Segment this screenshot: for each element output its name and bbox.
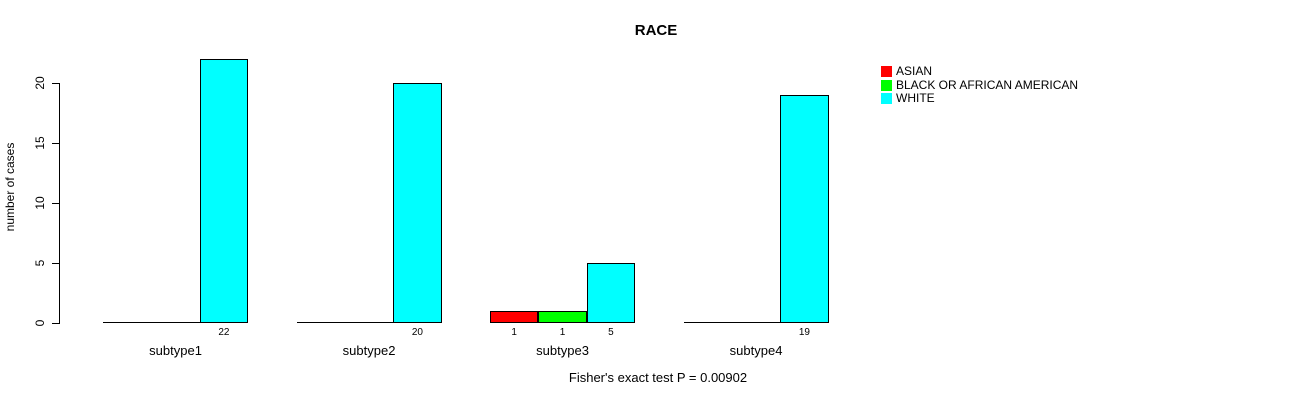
y-axis-label: number of cases (3, 142, 17, 232)
bar-white-subtype4 (780, 95, 829, 323)
legend-item-asian: ASIAN (881, 65, 1078, 79)
bar-value-label: 5 (608, 327, 614, 338)
bar-value-label: 20 (411, 327, 423, 338)
y-tick-label: 0 (33, 319, 47, 327)
y-tick-label: 10 (33, 196, 47, 210)
bar-white-subtype2 (393, 83, 442, 323)
legend-label: BLACK OR AFRICAN AMERICAN (896, 77, 1079, 92)
zero-height-bar-line (151, 322, 200, 323)
category-label-subtype4: subtype4 (729, 343, 783, 358)
zero-height-bar-line (296, 322, 345, 323)
legend-swatch-asian (881, 66, 892, 78)
bar-value-label: 1 (559, 327, 566, 338)
y-tick-mark (52, 323, 59, 324)
caption-fishers-test: Fisher's exact test P = 0.00902 (568, 370, 748, 385)
zero-height-bar-line (683, 322, 732, 323)
zero-height-bar-line (731, 322, 781, 323)
y-tick-label: 15 (33, 136, 47, 150)
legend-swatch-black-or-african-american (881, 79, 892, 91)
y-tick-mark (52, 143, 59, 144)
legend-label: ASIAN (896, 64, 933, 79)
legend-label: WHITE (896, 91, 935, 106)
bar-value-label: 19 (798, 327, 810, 338)
bar-value-label: 22 (218, 327, 230, 338)
zero-height-bar-line (344, 322, 394, 323)
y-tick-mark (52, 203, 59, 204)
bar-asian-subtype3 (490, 311, 539, 323)
bar-black-or-african-american-subtype3 (538, 311, 587, 323)
y-tick-label: 5 (33, 259, 47, 267)
y-axis-line (59, 83, 60, 324)
category-label-subtype2: subtype2 (342, 343, 396, 358)
bar-white-subtype3 (586, 263, 636, 323)
legend-swatch-white (881, 93, 892, 105)
category-label-subtype3: subtype3 (536, 343, 589, 358)
legend-item-black-or-african-american: BLACK OR AFRICAN AMERICAN (881, 77, 1079, 93)
legend-item-white: WHITE (881, 92, 1078, 106)
legend: ASIAN BLACK OR AFRICAN AMERICAN WHITE (881, 65, 1078, 106)
chart-title: RACE (634, 22, 678, 39)
bar-white-subtype1 (199, 59, 249, 323)
y-tick-label: 20 (33, 76, 47, 90)
y-tick-mark (52, 263, 59, 264)
zero-height-bar-line (103, 322, 152, 323)
y-tick-mark (52, 83, 59, 84)
category-label-subtype1: subtype1 (149, 343, 202, 358)
bar-value-label: 1 (511, 327, 517, 338)
